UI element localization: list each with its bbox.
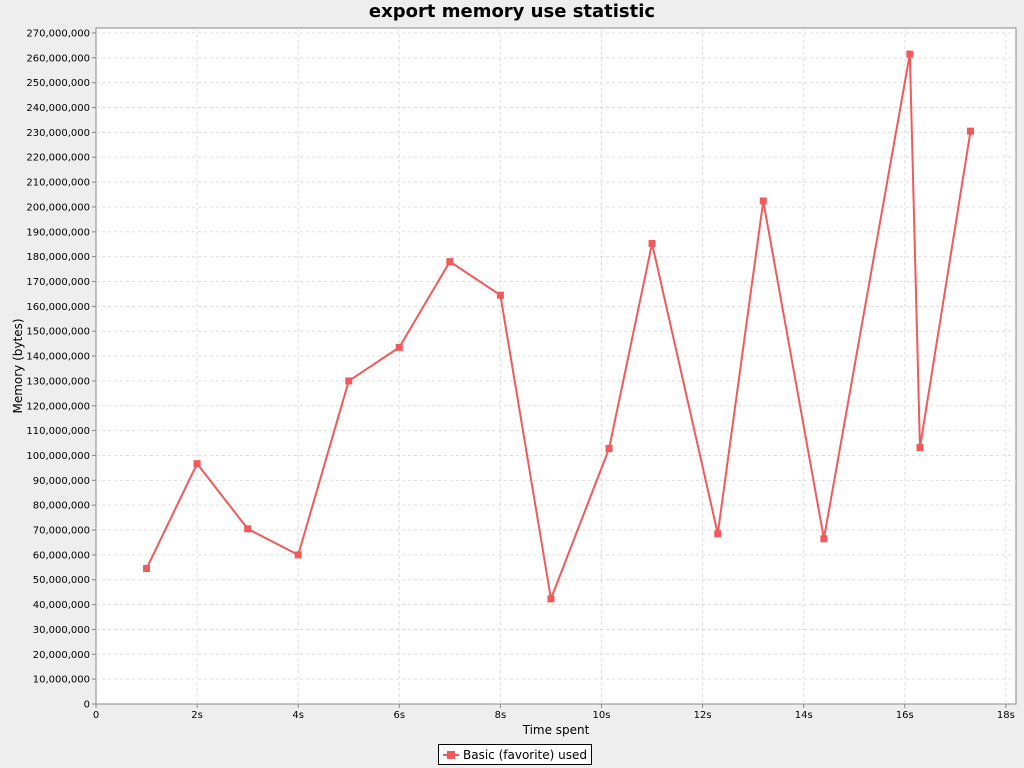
y-tick-label: 190,000,000 xyxy=(26,227,90,238)
series-layer xyxy=(143,50,975,603)
axes: 0 10,000,000 20,000,000 30,000,000 40,000,00… xyxy=(26,28,1014,721)
y-tick-label: 20,000,000 xyxy=(33,650,90,661)
data-point xyxy=(143,565,151,573)
y-tick-label: 0 xyxy=(84,700,90,711)
data-point xyxy=(395,343,403,351)
y-tick-label: 240,000,000 xyxy=(26,103,90,114)
y-tick-label: 60,000,000 xyxy=(33,550,90,561)
y-tick-label: 160,000,000 xyxy=(26,302,90,313)
data-point xyxy=(294,551,302,559)
x-tick-label: 2s xyxy=(191,710,203,721)
y-tick-label: 100,000,000 xyxy=(26,451,90,462)
data-point xyxy=(820,535,828,543)
legend-label: Basic (favorite) used xyxy=(463,747,587,762)
y-axis-label: Memory (bytes) xyxy=(11,318,25,413)
x-tick-label: 0 xyxy=(93,710,99,721)
y-tick-label: 270,000,000 xyxy=(26,28,90,39)
y-tick-label: 140,000,000 xyxy=(26,352,90,363)
data-point xyxy=(496,291,504,299)
data-point xyxy=(967,127,975,135)
x-tick-label: 14s xyxy=(795,710,813,721)
y-tick-label: 200,000,000 xyxy=(26,202,90,213)
x-tick-label: 10s xyxy=(593,710,611,721)
y-tick-label: 80,000,000 xyxy=(33,501,90,512)
x-axis-label: Time spent xyxy=(522,723,590,737)
y-tick-label: 70,000,000 xyxy=(33,526,90,537)
data-point xyxy=(605,445,613,453)
x-tick-label: 18s xyxy=(997,710,1015,721)
y-tick-label: 170,000,000 xyxy=(26,277,90,288)
x-tick-label: 16s xyxy=(896,710,914,721)
data-point xyxy=(714,530,722,538)
y-tick-label: 180,000,000 xyxy=(26,252,90,263)
x-tick-label: 6s xyxy=(394,710,406,721)
y-tick-label: 210,000,000 xyxy=(26,178,90,189)
x-tick-label: 4s xyxy=(292,710,304,721)
x-tick-label: 12s xyxy=(694,710,712,721)
y-tick-label: 40,000,000 xyxy=(33,600,90,611)
data-point xyxy=(193,460,201,468)
legend: Basic (favorite) used xyxy=(438,744,592,765)
data-point xyxy=(759,197,767,205)
y-tick-label: 30,000,000 xyxy=(33,625,90,636)
data-point xyxy=(648,239,656,247)
plot-area xyxy=(95,27,1017,705)
data-point xyxy=(446,258,454,266)
y-tick-label: 260,000,000 xyxy=(26,53,90,64)
data-point xyxy=(345,377,353,385)
legend-swatch xyxy=(443,750,459,760)
data-point xyxy=(547,595,555,603)
chart-title: export memory use statistic xyxy=(368,1,656,22)
x-tick-label: 8s xyxy=(495,710,507,721)
y-tick-label: 130,000,000 xyxy=(26,376,90,387)
data-point xyxy=(916,444,924,452)
y-tick-label: 110,000,000 xyxy=(26,426,90,437)
y-tick-label: 220,000,000 xyxy=(26,153,90,164)
y-tick-label: 90,000,000 xyxy=(33,476,90,487)
y-tick-label: 250,000,000 xyxy=(26,78,90,89)
data-point xyxy=(906,50,914,58)
grid-lines xyxy=(96,28,1016,704)
y-tick-label: 230,000,000 xyxy=(26,128,90,139)
data-point xyxy=(244,525,252,533)
y-tick-label: 50,000,000 xyxy=(33,575,90,586)
y-tick-label: 150,000,000 xyxy=(26,327,90,338)
y-tick-label: 10,000,000 xyxy=(33,675,90,686)
y-tick-label: 120,000,000 xyxy=(26,401,90,412)
